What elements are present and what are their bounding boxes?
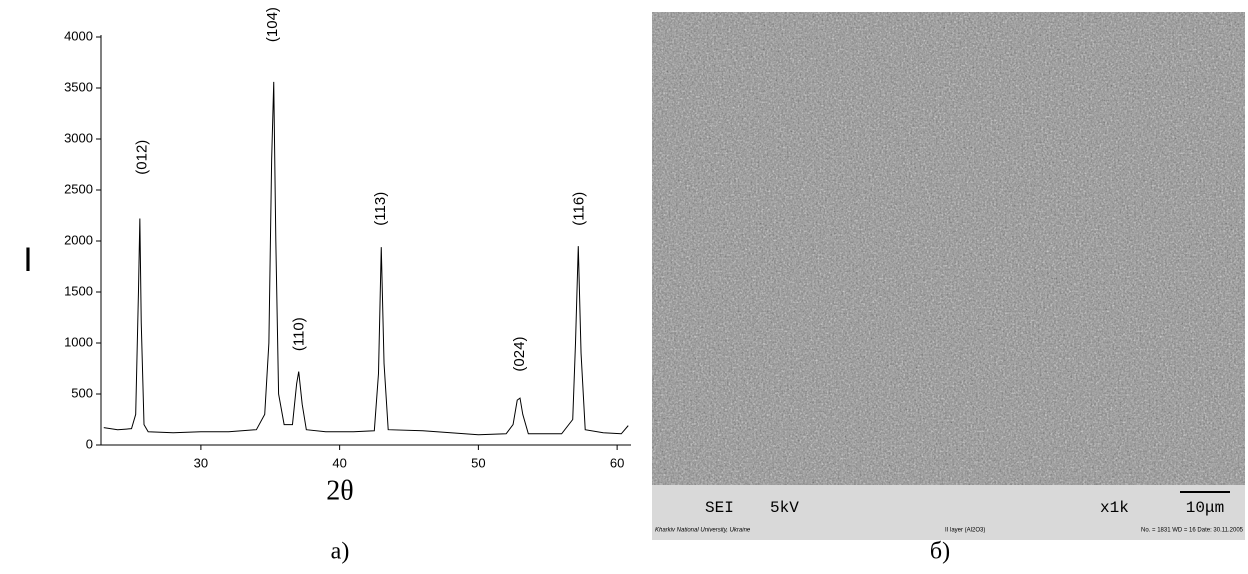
sem-info: No. = 1831 WD = 16 Date: 30.11.2005	[1141, 528, 1244, 534]
y-tick-label: 4000	[64, 28, 93, 43]
peak-label: (024)	[511, 337, 528, 372]
peak-label: (116)	[571, 192, 588, 226]
y-tick-label: 1000	[64, 334, 93, 349]
sem-panel: SEI 5kV x1k 10μm Kharkiv National Univer…	[652, 12, 1245, 540]
x-tick-label: 40	[332, 455, 346, 470]
sem-voltage: 5kV	[770, 499, 799, 517]
sem-magnification: x1k	[1100, 499, 1129, 517]
y-tick-label: 3000	[64, 130, 93, 145]
y-axis-title: I	[23, 241, 32, 279]
x-tick-label: 30	[194, 455, 208, 470]
peak-label: (104)	[264, 7, 281, 42]
y-tick-label: 3500	[64, 79, 93, 94]
y-tick-label: 2000	[64, 232, 93, 247]
y-tick-label: 500	[71, 385, 93, 400]
x-axis-title: 2θ	[326, 475, 353, 506]
sem-texture	[652, 12, 1245, 485]
panel-label: б)	[930, 539, 950, 565]
sem-institution: Kharkiv National University, Ukraine	[655, 528, 751, 534]
peak-label: (110)	[290, 317, 307, 351]
y-tick-label: 0	[86, 436, 93, 451]
peak-label: (113)	[372, 192, 389, 226]
xrd-line	[103, 81, 629, 436]
sem-info-bar	[652, 485, 1245, 540]
peak-label: (012)	[134, 140, 151, 175]
panel-label: а)	[331, 539, 350, 565]
y-tick-label: 1500	[64, 283, 93, 298]
sem-sample: II layer (Al2O3)	[945, 528, 985, 534]
sem-scale: 10μm	[1186, 499, 1224, 517]
x-tick-label: 50	[471, 455, 485, 470]
x-tick-label: 60	[610, 455, 624, 470]
sem-detector: SEI	[705, 499, 734, 517]
y-tick-label: 2500	[64, 181, 93, 196]
